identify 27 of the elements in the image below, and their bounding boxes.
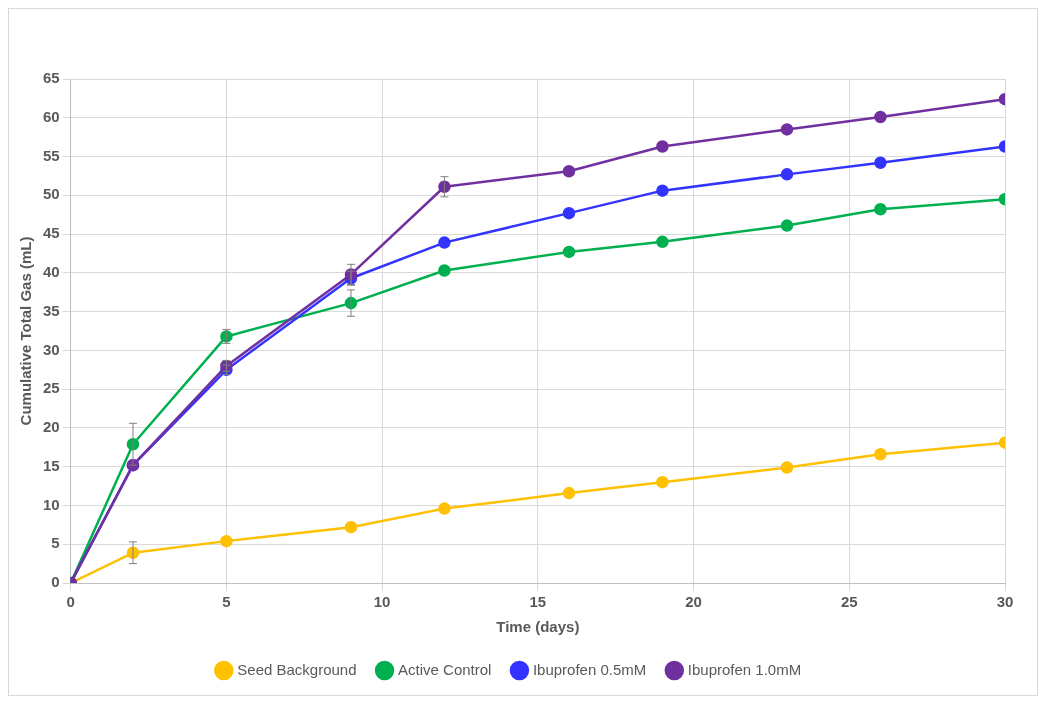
y-tick-label: 0 <box>51 573 60 591</box>
x-tick-label: 20 <box>685 593 702 611</box>
y-tick-label: 35 <box>43 301 60 319</box>
legend-label: Active Control <box>398 660 492 678</box>
y-tick-label: 5 <box>51 534 60 552</box>
y-tick-label: 60 <box>43 107 60 125</box>
x-tick-label: 15 <box>529 593 547 611</box>
x-tick-label: 0 <box>66 593 75 611</box>
y-tick-label: 65 <box>43 69 60 87</box>
x-tick-label: 10 <box>373 593 391 611</box>
y-tick-label: 10 <box>43 495 60 513</box>
legend-label: Seed Background <box>237 660 357 678</box>
y-tick-label: 55 <box>43 146 60 164</box>
y-tick-label: 25 <box>43 379 60 397</box>
y-tick-label: 30 <box>43 340 60 358</box>
x-tick-label: 30 <box>996 593 1014 611</box>
y-axis-title: Cumulative Total Gas (mL) <box>17 236 35 426</box>
y-tick-label: 50 <box>43 185 60 203</box>
x-tick-label: 25 <box>840 593 858 611</box>
legend-label: Ibuprofen 0.5mM <box>532 660 647 678</box>
y-tick-label: 15 <box>43 456 60 474</box>
legend-label: Ibuprofen 1.0mM <box>687 660 802 678</box>
x-axis-title: Time (days) <box>496 618 580 636</box>
y-tick-label: 40 <box>43 262 60 280</box>
x-tick-label: 5 <box>222 593 231 611</box>
y-tick-label: 45 <box>43 224 60 242</box>
y-tick-label: 20 <box>43 418 60 436</box>
